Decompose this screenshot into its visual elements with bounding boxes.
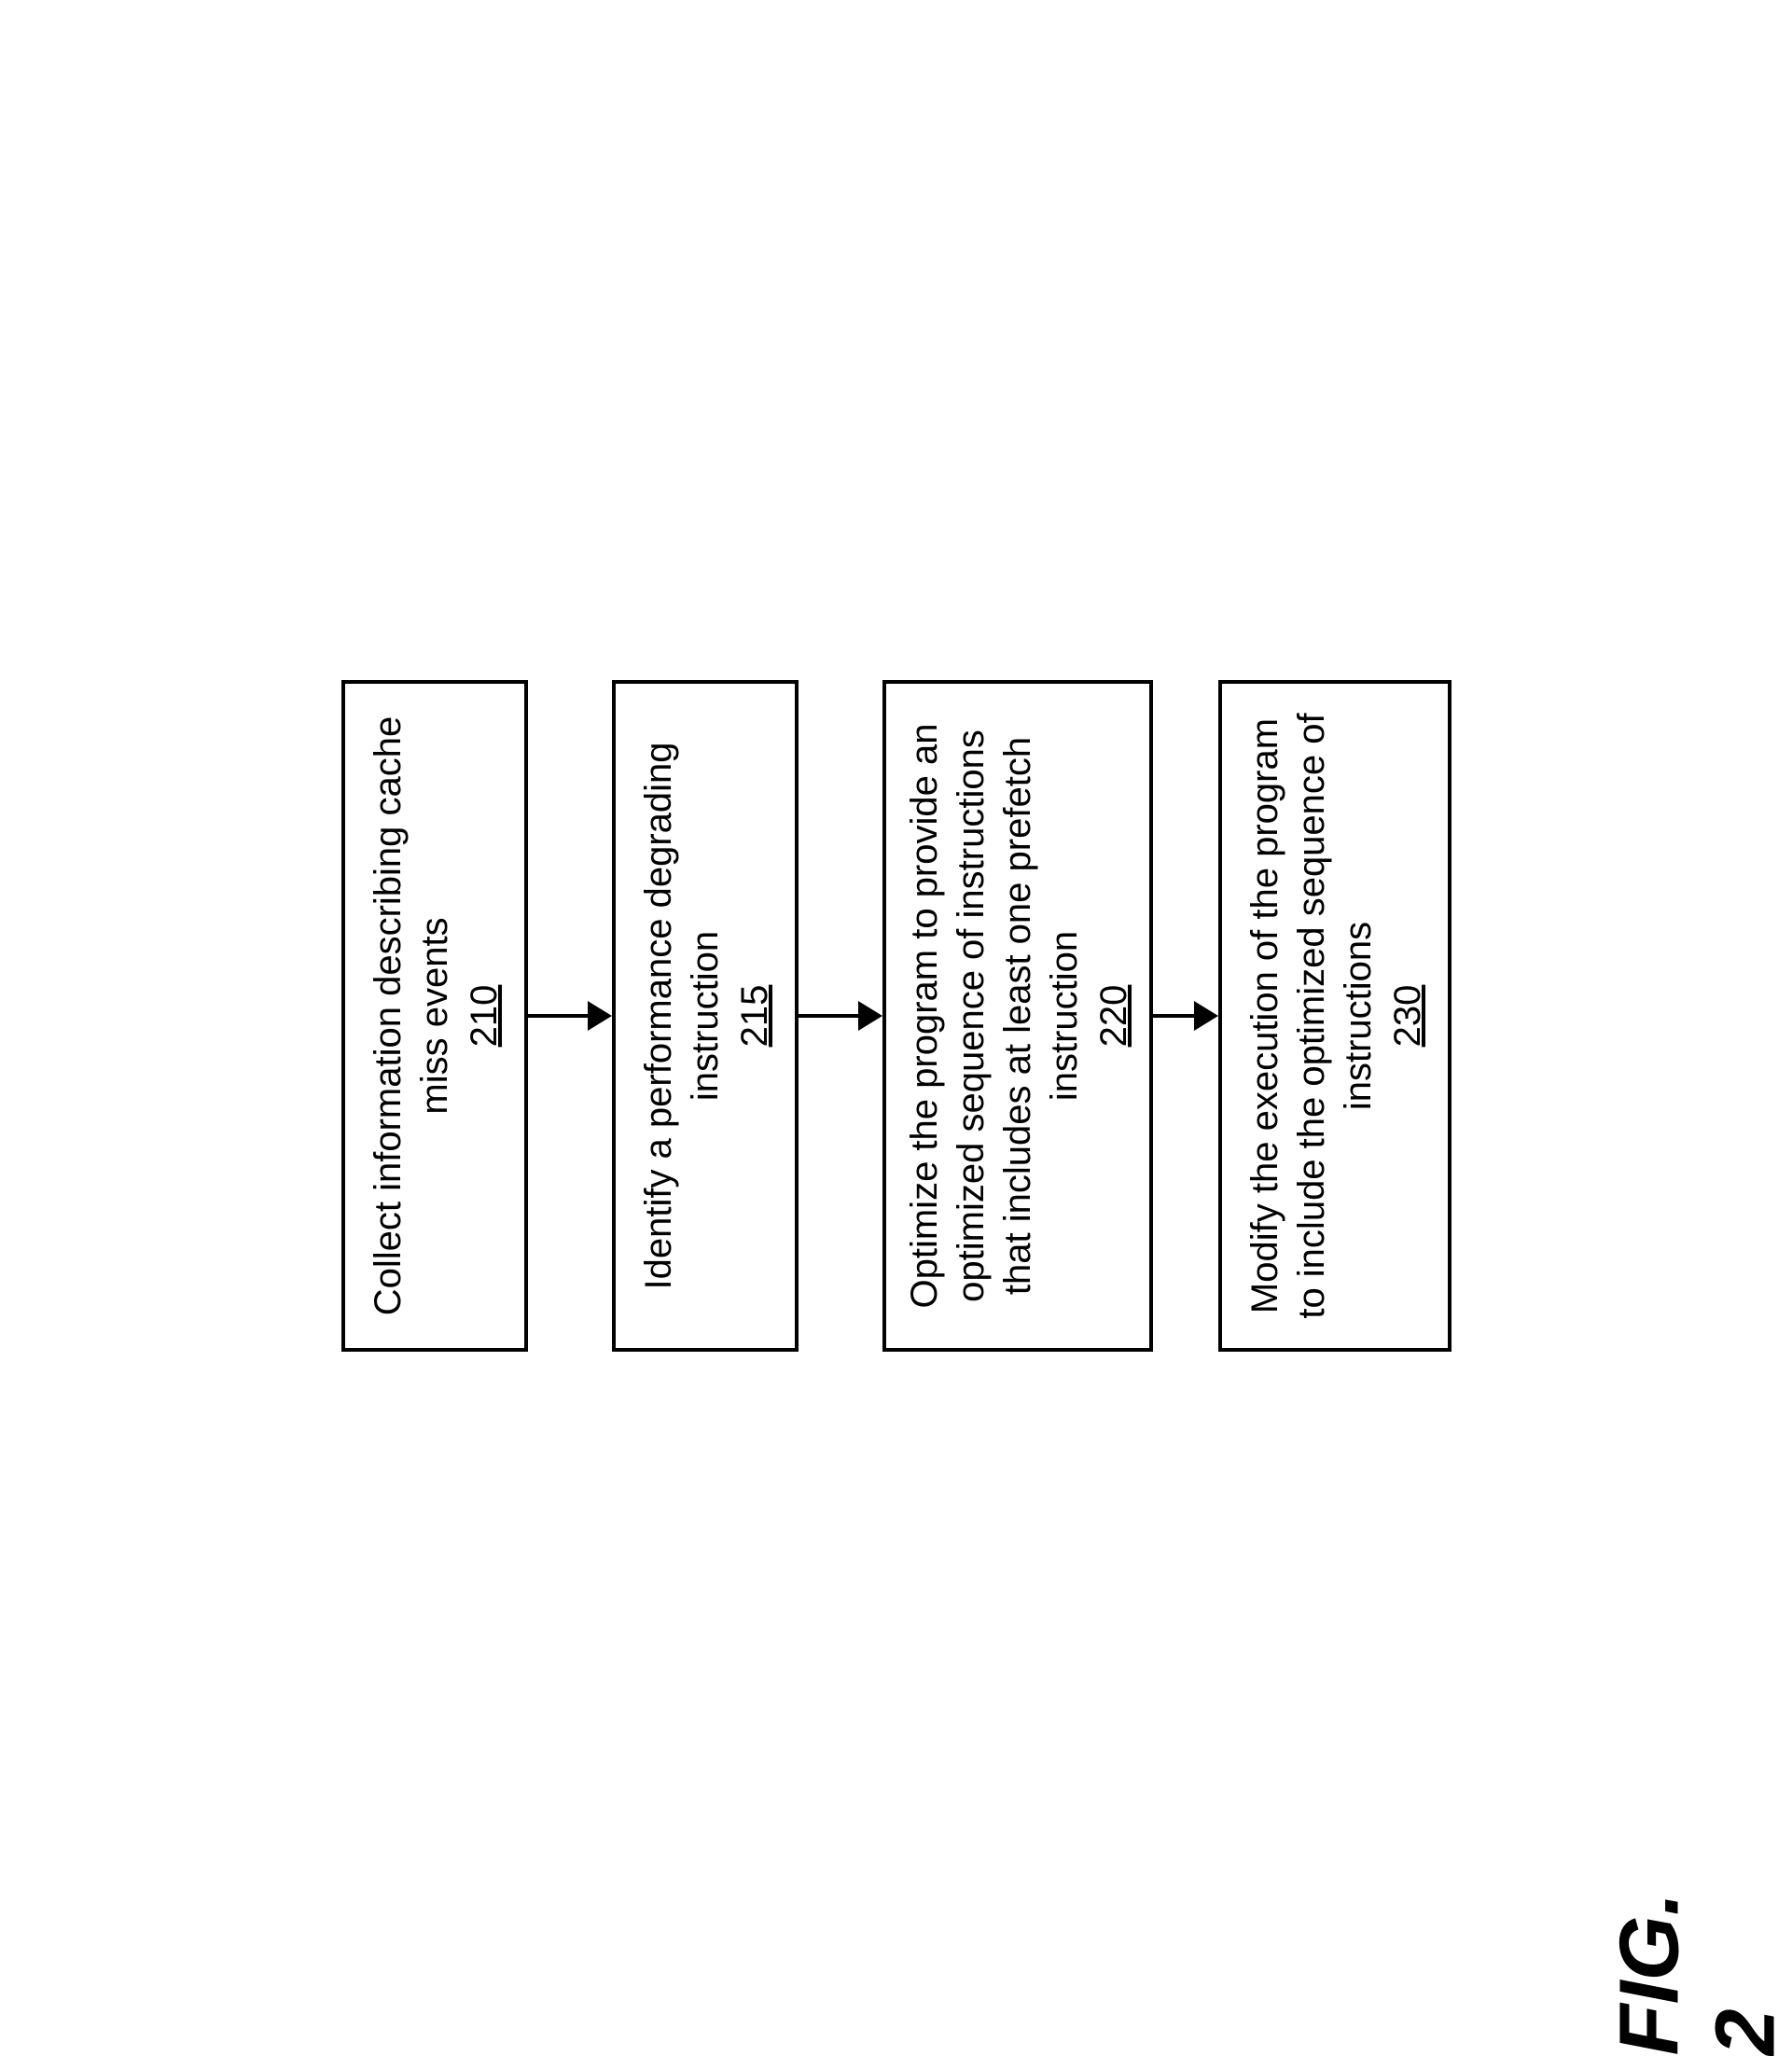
flow-node-n4: Modify the execution of the program to i… xyxy=(1218,680,1452,1352)
flow-node-text: Identify a performance degrading instruc… xyxy=(634,712,728,1320)
flow-node-text: Optimize the program to provide an optim… xyxy=(900,712,1087,1320)
flow-node-ref: 230 xyxy=(1386,984,1428,1047)
flow-node-ref: 215 xyxy=(733,984,775,1047)
flow-node-ref: 220 xyxy=(1092,984,1134,1047)
flow-arrow xyxy=(528,1001,612,1031)
flow-node-ref: 210 xyxy=(463,984,505,1047)
figure-label: FIG. 2 xyxy=(1603,1868,1792,2056)
flow-node-n2: Identify a performance degrading instruc… xyxy=(612,680,799,1352)
flow-arrow xyxy=(1153,1001,1218,1031)
flow-node-n1: Collect information describing cache mis… xyxy=(341,680,528,1352)
flow-node-text: Modify the execution of the program to i… xyxy=(1241,712,1381,1320)
flow-node-text: Collect information describing cache mis… xyxy=(364,712,457,1320)
flowchart-container: Collect information describing cache mis… xyxy=(341,680,1452,1352)
flow-node-n3: Optimize the program to provide an optim… xyxy=(882,680,1153,1352)
flow-arrow xyxy=(799,1001,882,1031)
